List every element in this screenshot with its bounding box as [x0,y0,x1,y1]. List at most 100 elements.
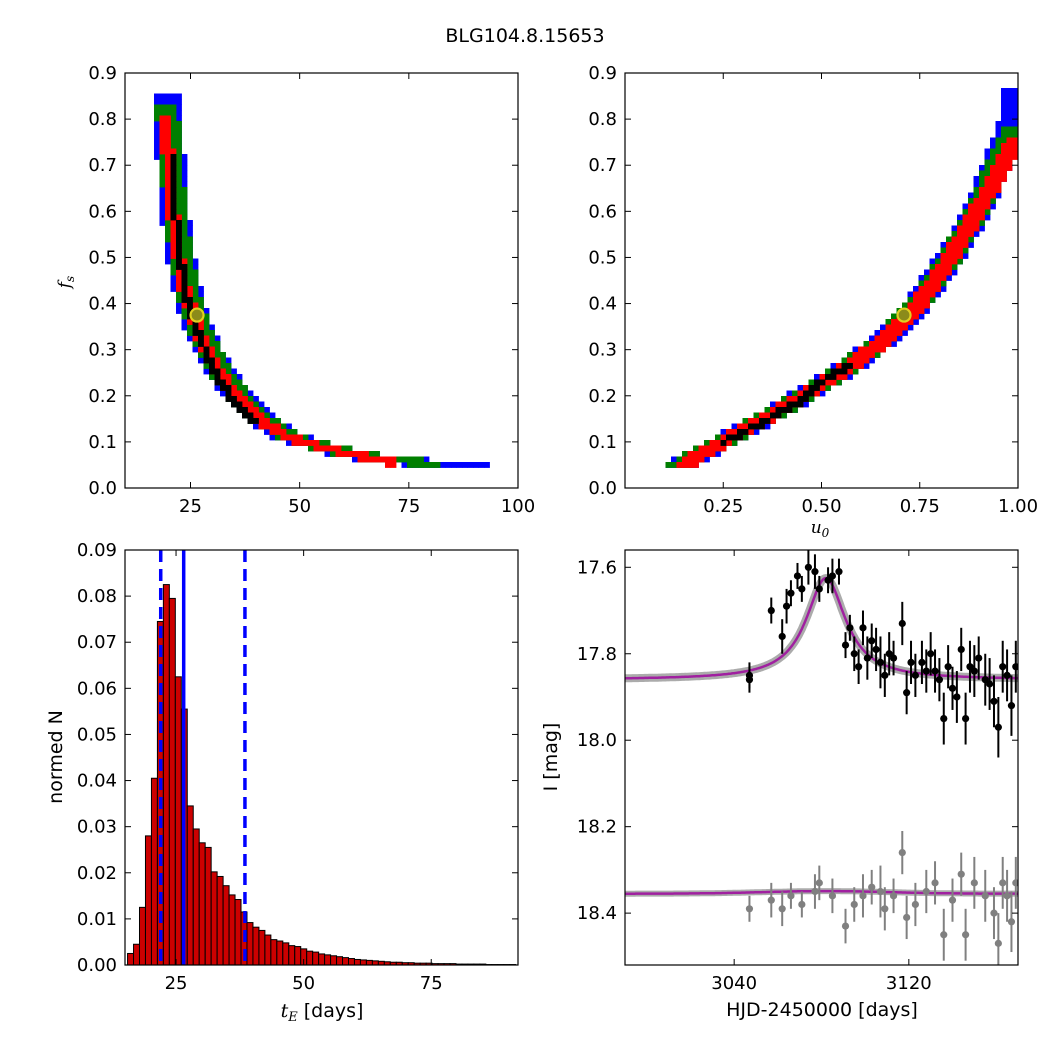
band-cell [181,280,188,287]
band-cell [187,286,193,292]
band-cell [280,429,287,435]
band-cell [385,462,391,468]
data-point [745,905,754,913]
band-cell [748,429,754,435]
band-cell [1012,110,1018,116]
band-cell [176,225,182,232]
band-cell [929,264,936,270]
band-cell [473,462,479,468]
band-cell [324,451,331,457]
band-cell [814,385,820,391]
band-cell [176,121,182,127]
data-point [940,714,948,723]
hist-bar [228,894,236,965]
band-cell [165,99,171,105]
data-point [855,663,863,671]
band-cell [968,225,974,232]
band-cell [154,154,160,160]
band-cell [704,451,710,457]
band-cell [170,236,177,243]
band-cell [214,368,221,375]
band-cell [764,423,771,430]
band-cell [165,220,171,226]
band-cell [957,214,963,221]
band-cell [951,253,958,259]
band-cell [412,456,419,463]
band-cell [181,170,188,177]
band-cell [880,346,886,353]
band-cell [170,247,177,254]
data-point [828,892,837,900]
band-cell [797,390,804,397]
band-cell [1001,148,1007,155]
band-cell [170,104,177,111]
band-cell [231,401,237,408]
band-cell [264,407,270,413]
band-cell [852,352,859,358]
data-point [815,585,823,593]
band-cell [742,434,749,441]
band-cell [203,352,210,358]
band-cell [242,401,248,408]
band-cell [797,385,804,391]
y-tick-label: 0.00 [77,955,117,976]
y-tick-label: 17.6 [577,557,617,578]
hist-bar [127,952,135,965]
band-cell [687,451,694,457]
band-cell [192,297,199,303]
band-cell [687,456,694,463]
data-point [931,667,939,675]
band-cell [165,258,171,265]
band-cell [720,440,727,446]
band-cell [313,440,320,446]
band-cell [319,445,325,452]
data-point [1003,892,1011,900]
band-cell [209,324,215,331]
band-cell [951,231,958,237]
band-cell [220,368,226,375]
band-cell [159,170,166,177]
band-cell [935,264,941,270]
band-cell [418,462,424,468]
band-cell [874,346,881,353]
band-cell [165,209,171,215]
band-cell [808,390,815,397]
band-cell [665,462,672,468]
x-tick-label: 25 [165,973,188,994]
y-tick-label: 0.09 [77,540,117,561]
band-cell [968,209,974,215]
band-cell [962,253,969,259]
band-cell [984,170,991,177]
band-cell [220,385,226,391]
band-cell [170,214,177,221]
band-cell [885,330,892,336]
band-cell [412,462,419,468]
band-cell [968,192,974,199]
band-cell [341,445,347,452]
band-cell [984,181,991,188]
band-cell [214,374,221,380]
band-cell [434,462,441,468]
band-cell [896,324,903,331]
band-cell [165,214,171,221]
band-cell [308,434,314,441]
band-cell [330,451,336,457]
band-cell [913,302,919,309]
band-cell [198,352,204,358]
band-cell [170,198,177,204]
band-cell [946,253,952,259]
band-cell [880,324,886,331]
band-cell [1006,110,1013,116]
data-point [811,568,819,576]
band-cell [775,401,782,408]
band-cell [698,456,705,463]
band-cell [693,445,699,452]
band-cell [726,429,732,435]
band-cell [198,357,204,364]
x-tick-label: 3040 [711,973,757,994]
band-cell [280,434,287,441]
hist-bar [288,945,296,965]
data-point [957,645,965,654]
band-cell [858,363,864,369]
band-cell [973,181,980,188]
